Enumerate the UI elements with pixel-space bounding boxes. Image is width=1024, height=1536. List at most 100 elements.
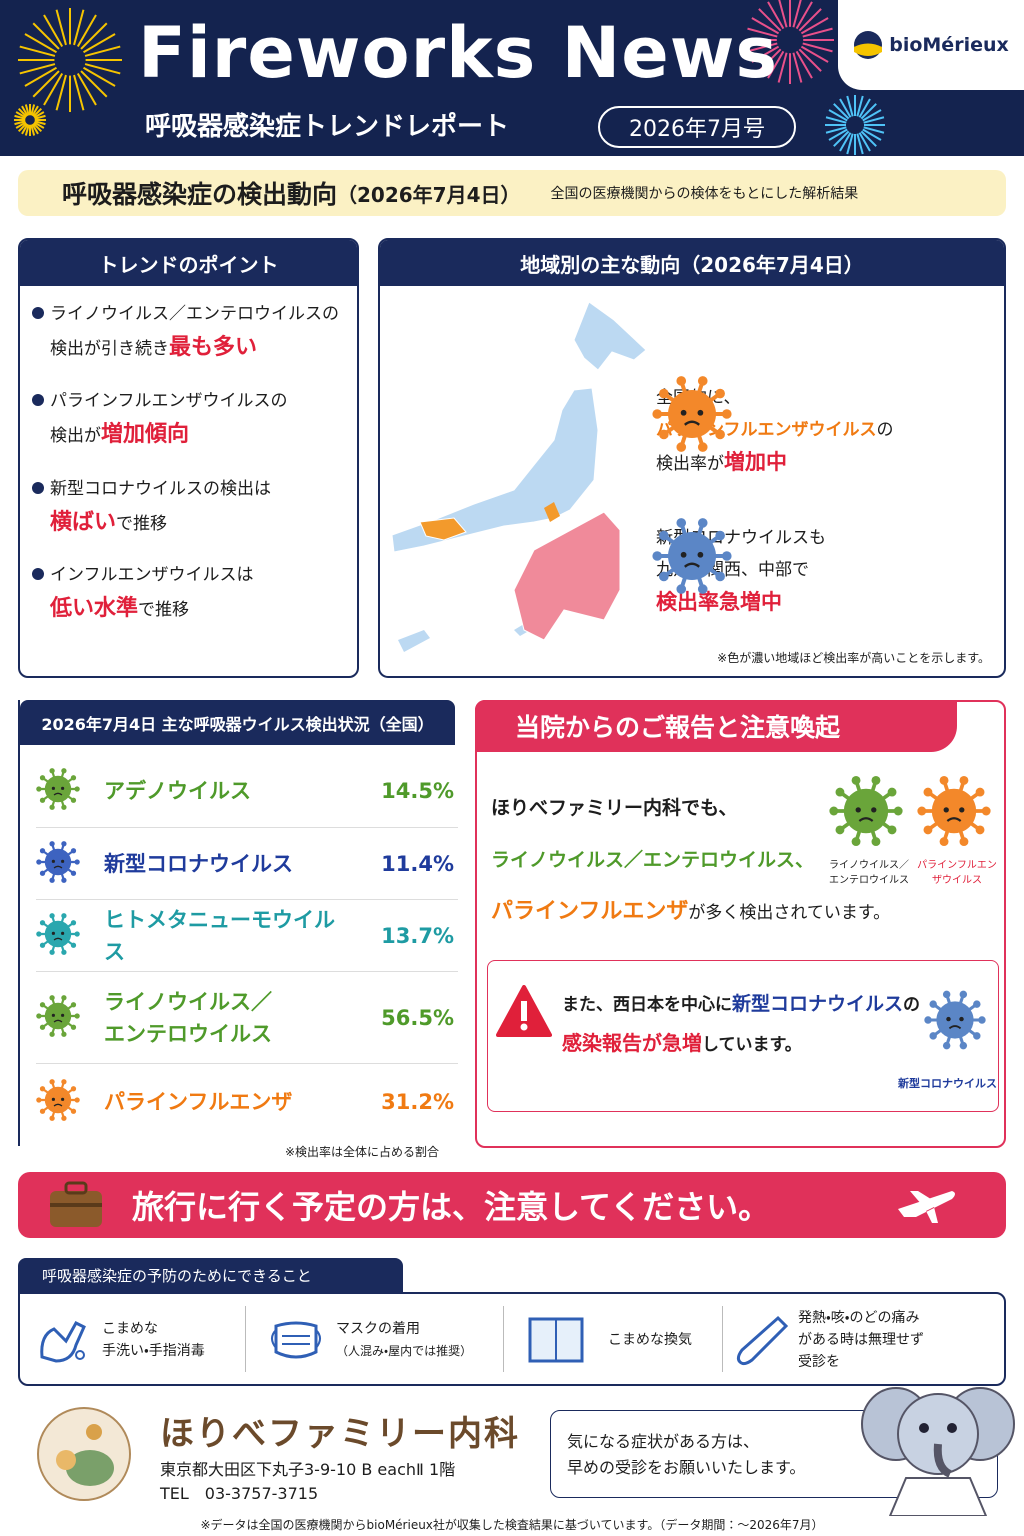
firework-ray [747, 27, 778, 38]
firework-ray [24, 33, 57, 54]
firework-ray [17, 107, 28, 118]
spike-tip [39, 919, 46, 925]
travel-banner: 旅行に行く予定の方は、注意してください。 [18, 1172, 1006, 1238]
clinic-address: 東京都大田区下丸子3-9-10 B eachⅡ 1階 [160, 1460, 456, 1479]
text: 検出が引き続き [50, 339, 169, 359]
text: がある時は無理せず [798, 1332, 924, 1348]
virus-icon [36, 994, 80, 1042]
firework-ray [34, 114, 46, 120]
spike-tip [829, 806, 839, 816]
spike-tip [74, 1012, 80, 1019]
firework-ray [32, 22, 60, 50]
virus-icon [652, 374, 732, 458]
virus-graphic [36, 1079, 80, 1121]
hands-icon [40, 1321, 86, 1363]
virus-icon [36, 1078, 80, 1126]
detection-title: 2026年7月4日 主な呼吸器ウイルス検出状況（全国） [20, 700, 455, 745]
virus-body [843, 788, 889, 834]
prevention-item: こまめな換気 [526, 1300, 692, 1380]
highlight: ライノウイルス／エンテロウイルス、 [491, 849, 815, 871]
virus-body [668, 390, 716, 438]
spike-tip [61, 1079, 67, 1085]
warning-icon [496, 985, 552, 1037]
spike-tip [49, 804, 55, 810]
virus-icon [36, 912, 80, 960]
spike-tip [715, 388, 725, 399]
elephant-mascot [861, 1387, 1015, 1516]
virus-rate: 56.5% [381, 1005, 454, 1030]
spike-tip [39, 942, 46, 948]
spike-tip [70, 1024, 77, 1030]
firework-ray [24, 66, 57, 87]
virus-label: ライノウイルス／エンテロウイルス [829, 860, 909, 886]
regional-box: 地域別の主な動向（2026年7月4日） 全国的に、 パラインフルエンザウイルスの… [378, 238, 1006, 678]
text: インフルエンザウイルスは [50, 565, 254, 585]
eye [680, 409, 687, 416]
text: 受診を [798, 1354, 840, 1370]
firework-ray [795, 1, 813, 30]
regional-title: 地域別の主な動向（2026年7月4日） [380, 240, 1004, 286]
map [391, 301, 647, 652]
firework-ray [828, 128, 848, 141]
spike-tip [70, 870, 77, 876]
virus-body [44, 920, 72, 947]
spike-tip [70, 942, 77, 948]
spike-tip [676, 442, 687, 452]
spike-tip [61, 877, 67, 883]
spike-tip [49, 912, 55, 918]
firework-ray [839, 132, 852, 152]
spike-tip [49, 1115, 55, 1121]
text: こまめな換気 [608, 1332, 692, 1348]
clinic-tel: TEL 03-3757-3715 [160, 1484, 319, 1503]
virus-name: 新型コロナウイルス [104, 851, 293, 876]
trend-item: インフルエンザウイルスは 低い水準で推移 [32, 559, 254, 627]
spike-tip [49, 1079, 55, 1085]
brand-box: bioMérieux [838, 0, 1024, 90]
eye [680, 551, 687, 558]
text: ほりべファミリー内科でも、 [491, 797, 738, 819]
detection-note: ※検出率は全体に占める割合 [284, 1145, 439, 1159]
firework-ray [767, 50, 785, 79]
highlight: 増加傾向 [101, 422, 190, 447]
spike-tip [70, 1086, 77, 1092]
spike-tip [939, 775, 949, 785]
spike-tip [36, 785, 42, 792]
highlight: 感染報告が急増 [562, 1031, 702, 1055]
spike-tip [39, 774, 46, 780]
firework-ray [792, 0, 802, 28]
firework-ray [747, 42, 778, 53]
virus-rate: 11.4% [381, 851, 454, 876]
eye [51, 1097, 55, 1101]
firework-ray [862, 128, 882, 141]
firework-ray [798, 48, 822, 72]
spike-tip [939, 837, 949, 847]
spike-tip [871, 775, 881, 785]
spike-tip [924, 1016, 932, 1024]
window-icon [528, 1317, 584, 1363]
spike-tip [942, 1041, 951, 1050]
firework-ray [828, 109, 848, 122]
plane-icon [898, 1191, 955, 1223]
spike-tip [49, 949, 55, 955]
regional-note: ※色が濃い地域ほど検出率が高いことを示します。 [717, 651, 990, 665]
firework-ray [15, 121, 27, 129]
firework-ray [43, 14, 64, 47]
eye [943, 807, 949, 813]
firework-ray [778, 0, 788, 28]
spike-tip [74, 858, 80, 865]
firework-ray [33, 111, 45, 119]
spike-tip [715, 429, 725, 440]
firework-ray [32, 122, 43, 133]
virus-graphic [917, 775, 991, 847]
report-title: 当院からのご報告と注意喚起 [475, 700, 957, 752]
spike-tip [39, 870, 46, 876]
spike-tip [36, 930, 42, 937]
virus-row: パラインフルエンザ 31.2% [36, 1064, 458, 1140]
mouth [53, 792, 63, 795]
eye [959, 807, 965, 813]
firework-ray [21, 123, 29, 135]
travel-text: 旅行に行く予定の方は、注意してください。 [132, 1188, 771, 1226]
virus-name: ライノウイルス／エンテロウイルス [104, 989, 272, 1046]
eye [61, 931, 65, 935]
